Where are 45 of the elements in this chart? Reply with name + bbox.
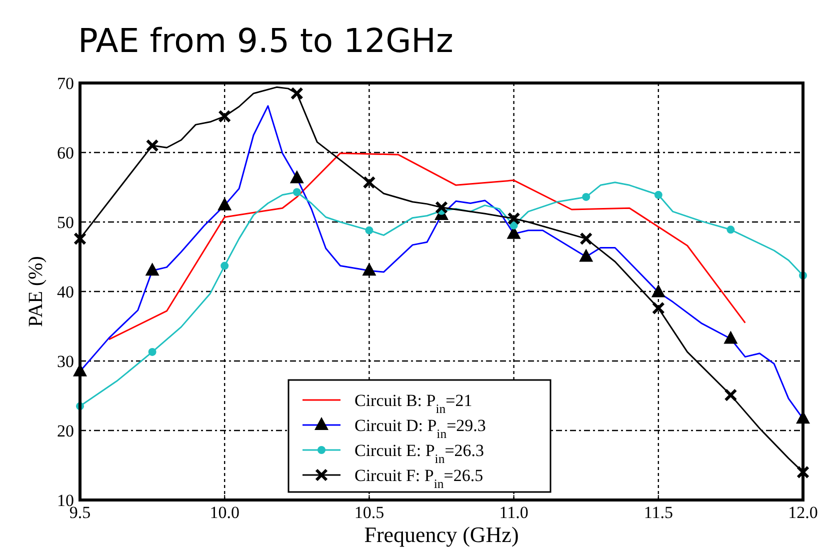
x-tick-label: 12.0 <box>788 503 818 522</box>
legend-label: Circuit D: P$_{in}$=29.3 <box>354 416 486 441</box>
point <box>579 248 594 262</box>
point <box>726 226 735 234</box>
x-tick-label: 10.0 <box>210 503 240 522</box>
line-series <box>108 152 746 340</box>
point <box>220 262 229 270</box>
point <box>507 212 520 226</box>
y-tick-label: 30 <box>57 352 74 371</box>
legend-label: Circuit B: P$_{in}$=21 <box>354 391 472 416</box>
point <box>654 190 662 199</box>
x-axis-title: Frequency (GHz) <box>364 522 519 547</box>
point <box>146 139 159 152</box>
point <box>652 302 665 315</box>
point <box>218 110 232 123</box>
point <box>292 188 301 196</box>
point <box>510 221 518 230</box>
point <box>651 284 666 298</box>
point <box>365 226 374 234</box>
y-tick-label: 50 <box>57 213 74 232</box>
point <box>435 200 448 214</box>
point <box>145 262 160 276</box>
point <box>74 232 86 246</box>
point <box>218 197 232 210</box>
chart-title: PAE from 9.5 to 12GHz <box>78 21 454 60</box>
point <box>362 262 376 276</box>
legend-label: Circuit E: P$_{in}$=26.3 <box>354 441 484 466</box>
x-tick-label: 10.5 <box>354 503 384 522</box>
point <box>580 232 593 246</box>
point <box>582 192 590 201</box>
x-tick-label: 11.0 <box>499 503 528 522</box>
y-tick-label: 70 <box>57 74 74 93</box>
point <box>796 466 810 479</box>
point <box>724 330 738 344</box>
y-tick-label: 40 <box>57 282 74 302</box>
legend-label: Circuit F: P$_{in}$=26.5 <box>354 466 484 491</box>
point <box>362 176 376 189</box>
y-tick-label: 20 <box>57 422 74 440</box>
point <box>290 170 304 184</box>
y-axis-title: PAE (%) <box>25 256 47 327</box>
point <box>724 388 738 402</box>
x-tick-label: 11.5 <box>644 503 673 522</box>
y-tick-label: 60 <box>57 144 74 162</box>
point <box>148 348 156 356</box>
point <box>290 86 304 100</box>
